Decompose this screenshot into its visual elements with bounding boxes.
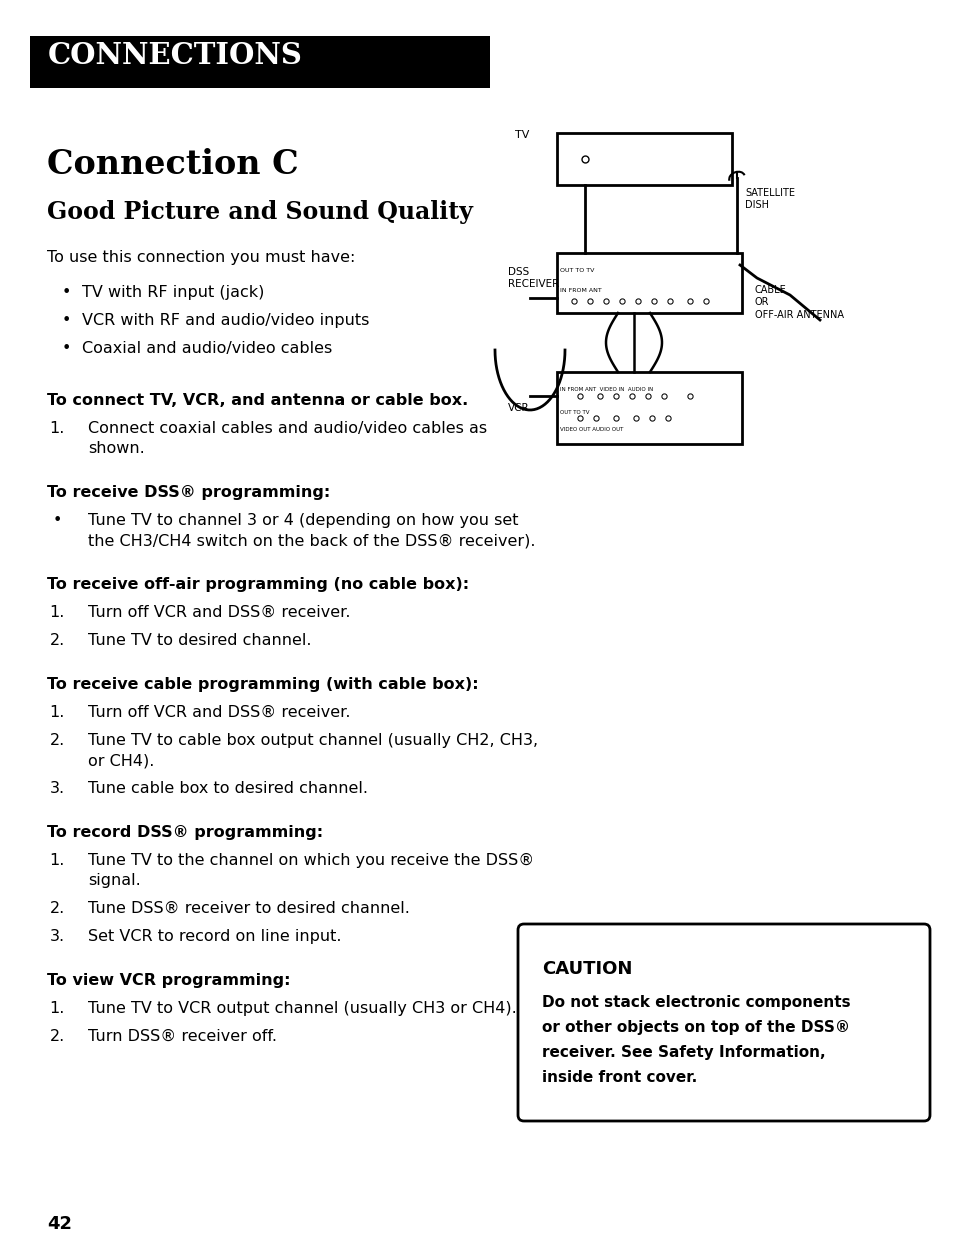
Text: VCR: VCR xyxy=(507,403,529,412)
Text: •: • xyxy=(62,312,71,329)
Text: 1.: 1. xyxy=(50,1002,65,1016)
Text: Do not stack electronic components: Do not stack electronic components xyxy=(541,995,850,1010)
Text: Turn off VCR and DSS® receiver.: Turn off VCR and DSS® receiver. xyxy=(88,605,350,620)
Text: To use this connection you must have:: To use this connection you must have: xyxy=(47,249,355,266)
Text: Connection C: Connection C xyxy=(47,148,298,182)
Text: DSS
RECEIVER: DSS RECEIVER xyxy=(507,267,558,289)
Text: IN FROM ANT: IN FROM ANT xyxy=(559,288,601,293)
Text: Good Picture and Sound Quality: Good Picture and Sound Quality xyxy=(47,200,473,224)
Text: 1.: 1. xyxy=(50,421,65,436)
Text: To record DSS® programming:: To record DSS® programming: xyxy=(47,825,323,840)
Text: receiver. See Safety Information,: receiver. See Safety Information, xyxy=(541,1045,824,1060)
Text: Tune TV to channel 3 or 4 (depending on how you set: Tune TV to channel 3 or 4 (depending on … xyxy=(88,513,518,529)
Text: shown.: shown. xyxy=(88,441,145,456)
Text: 2.: 2. xyxy=(50,634,65,648)
Text: •: • xyxy=(53,513,62,529)
Bar xyxy=(557,133,731,185)
Text: To connect TV, VCR, and antenna or cable box.: To connect TV, VCR, and antenna or cable… xyxy=(47,393,468,408)
Text: 2.: 2. xyxy=(50,1029,65,1044)
Text: 3.: 3. xyxy=(50,929,65,944)
Text: Set VCR to record on line input.: Set VCR to record on line input. xyxy=(88,929,341,944)
Text: To receive DSS® programming:: To receive DSS® programming: xyxy=(47,485,330,500)
Text: Tune TV to the channel on which you receive the DSS®: Tune TV to the channel on which you rece… xyxy=(88,853,534,868)
Text: 2.: 2. xyxy=(50,734,65,748)
Text: Tune DSS® receiver to desired channel.: Tune DSS® receiver to desired channel. xyxy=(88,902,410,916)
Text: Connect coaxial cables and audio/video cables as: Connect coaxial cables and audio/video c… xyxy=(88,421,487,436)
Text: TV: TV xyxy=(515,130,529,140)
Text: Tune cable box to desired channel.: Tune cable box to desired channel. xyxy=(88,781,368,797)
Text: To view VCR programming:: To view VCR programming: xyxy=(47,973,291,988)
Text: •: • xyxy=(62,285,71,300)
Text: or other objects on top of the DSS®: or other objects on top of the DSS® xyxy=(541,1020,849,1035)
Text: 3.: 3. xyxy=(50,781,65,797)
Text: TV with RF input (jack): TV with RF input (jack) xyxy=(82,285,264,300)
Text: CABLE
OR
OFF-AIR ANTENNA: CABLE OR OFF-AIR ANTENNA xyxy=(754,285,843,320)
Text: Coaxial and audio/video cables: Coaxial and audio/video cables xyxy=(82,341,332,356)
Bar xyxy=(557,253,741,312)
Text: CONNECTIONS: CONNECTIONS xyxy=(48,42,302,70)
Text: •: • xyxy=(62,341,71,356)
Bar xyxy=(557,372,741,445)
FancyBboxPatch shape xyxy=(517,924,929,1121)
Text: 1.: 1. xyxy=(50,605,65,620)
Text: 1.: 1. xyxy=(50,853,65,868)
Text: inside front cover.: inside front cover. xyxy=(541,1070,697,1086)
Text: Tune TV to VCR output channel (usually CH3 or CH4).: Tune TV to VCR output channel (usually C… xyxy=(88,1002,517,1016)
Text: To receive off-air programming (no cable box):: To receive off-air programming (no cable… xyxy=(47,577,469,592)
Text: the CH3/CH4 switch on the back of the DSS® receiver).: the CH3/CH4 switch on the back of the DS… xyxy=(88,534,535,548)
Text: VIDEO OUT AUDIO OUT: VIDEO OUT AUDIO OUT xyxy=(559,427,622,432)
Text: Tune TV to cable box output channel (usually CH2, CH3,: Tune TV to cable box output channel (usu… xyxy=(88,734,537,748)
Text: Tune TV to desired channel.: Tune TV to desired channel. xyxy=(88,634,312,648)
Text: CAUTION: CAUTION xyxy=(541,960,632,978)
Text: signal.: signal. xyxy=(88,873,141,888)
Text: or CH4).: or CH4). xyxy=(88,753,154,768)
Text: 2.: 2. xyxy=(50,902,65,916)
Text: 42: 42 xyxy=(47,1215,71,1233)
Text: Turn DSS® receiver off.: Turn DSS® receiver off. xyxy=(88,1029,276,1044)
Text: OUT TO TV: OUT TO TV xyxy=(559,268,594,273)
Text: IN FROM ANT  VIDEO IN  AUDIO IN: IN FROM ANT VIDEO IN AUDIO IN xyxy=(559,387,653,391)
Text: OUT TO TV: OUT TO TV xyxy=(559,410,589,415)
Text: To receive cable programming (with cable box):: To receive cable programming (with cable… xyxy=(47,677,478,692)
Text: Turn off VCR and DSS® receiver.: Turn off VCR and DSS® receiver. xyxy=(88,705,350,720)
Text: 1.: 1. xyxy=(50,705,65,720)
Text: VCR with RF and audio/video inputs: VCR with RF and audio/video inputs xyxy=(82,312,369,329)
Text: SATELLITE
DISH: SATELLITE DISH xyxy=(744,188,794,210)
Bar xyxy=(30,36,490,88)
